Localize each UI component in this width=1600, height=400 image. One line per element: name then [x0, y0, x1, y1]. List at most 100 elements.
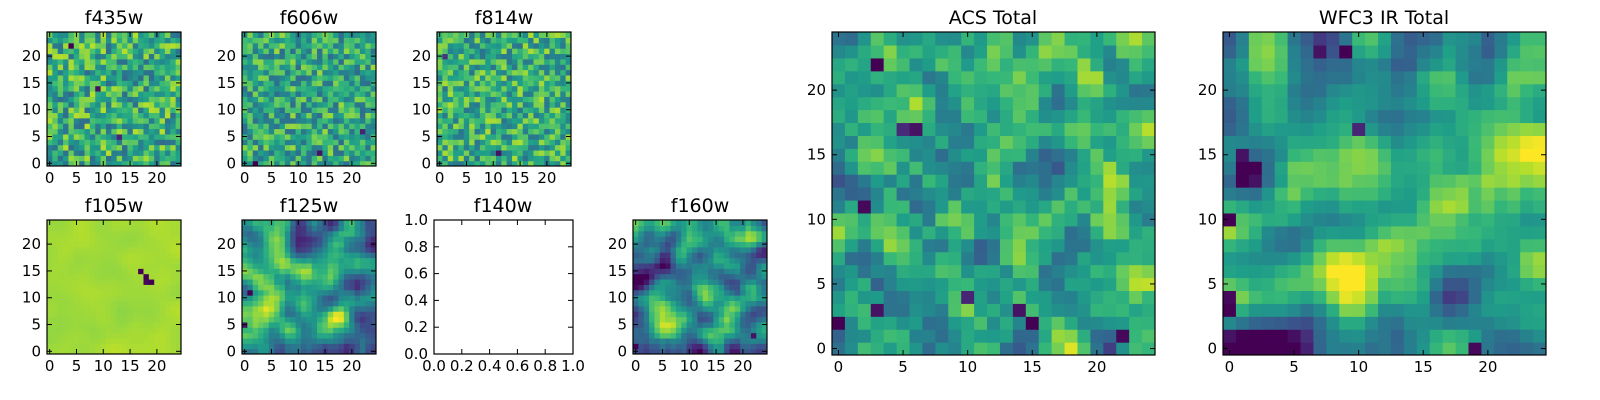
heatmap-cell	[354, 316, 361, 323]
heatmap-cell	[148, 225, 155, 232]
heatmap-cell	[79, 295, 86, 301]
heatmap-cell	[116, 32, 123, 38]
heatmap-cell	[116, 289, 123, 296]
heatmap-cell	[1481, 277, 1495, 291]
heatmap-cell	[686, 311, 693, 318]
heatmap-cell	[274, 85, 281, 92]
heatmap-cell	[95, 268, 102, 275]
heatmap-cell	[148, 257, 155, 264]
heatmap-cell	[89, 284, 96, 291]
heatmap-cell	[750, 273, 757, 280]
heatmap-cell	[148, 53, 155, 60]
heatmap-cell	[247, 128, 254, 135]
heatmap-cell	[638, 337, 645, 344]
heatmap-cell	[284, 337, 291, 344]
heatmap-cell	[1077, 277, 1091, 291]
heatmap-cell	[263, 268, 270, 275]
heatmap-cell	[63, 311, 70, 318]
heatmap-cell	[659, 246, 666, 253]
heatmap-cell	[175, 85, 181, 92]
heatmap-cell	[1116, 122, 1130, 136]
heatmap-cell	[122, 246, 128, 253]
heatmap-cell	[522, 69, 529, 76]
heatmap-cell	[458, 42, 465, 49]
heatmap-cell	[111, 295, 118, 301]
heatmap-cell	[1365, 187, 1379, 201]
heatmap-cell	[247, 85, 254, 92]
heatmap-cell	[105, 96, 112, 103]
heatmap-cell	[474, 80, 481, 87]
heatmap-cell	[485, 149, 492, 156]
heatmap-cell	[333, 128, 340, 135]
heatmap-cell	[306, 343, 313, 350]
heatmap-cell	[122, 332, 128, 339]
heatmap-cell	[643, 300, 650, 307]
x-tick-label: 20	[1087, 358, 1106, 376]
heatmap-cell	[922, 83, 936, 98]
heatmap-cell	[300, 257, 307, 264]
heatmap-cell	[517, 42, 524, 49]
heatmap-cell	[63, 149, 70, 156]
heatmap-cell	[138, 160, 145, 166]
heatmap-cell	[437, 90, 443, 97]
heatmap-cell	[105, 337, 112, 344]
heatmap-cell	[1365, 316, 1379, 330]
heatmap-cell	[132, 42, 139, 49]
heatmap-cell	[1051, 148, 1066, 162]
heatmap-cell	[300, 42, 307, 49]
heatmap-cell	[870, 225, 885, 240]
heatmap-cell	[1012, 290, 1027, 304]
heatmap-cell	[164, 133, 171, 140]
heatmap-cell	[300, 348, 307, 354]
heatmap-cell	[999, 83, 1014, 98]
heatmap-cell	[170, 257, 177, 264]
heatmap-cell	[252, 220, 259, 226]
heatmap-cell	[1274, 303, 1289, 317]
heatmap-cell	[317, 343, 323, 350]
heatmap-cell	[263, 160, 270, 166]
heatmap-cell	[47, 123, 53, 130]
heatmap-cell	[1403, 225, 1418, 240]
heatmap-cell	[279, 220, 286, 226]
heatmap-cell	[164, 128, 171, 135]
heatmap-cell	[702, 305, 709, 312]
heatmap-cell	[295, 37, 302, 44]
heatmap-cell	[517, 37, 524, 44]
heatmap-cell	[311, 117, 318, 124]
heatmap-cell	[517, 101, 524, 108]
heatmap-cell	[832, 303, 846, 317]
heatmap-cell	[359, 160, 366, 166]
heatmap-cell	[702, 284, 709, 291]
heatmap-cell	[284, 305, 291, 312]
heatmap-cell	[560, 58, 567, 65]
heatmap-cell	[1064, 329, 1079, 343]
heatmap-cell	[909, 329, 924, 343]
heatmap-cell	[665, 273, 672, 280]
heatmap-cell	[1038, 199, 1053, 214]
heatmap-cell	[111, 32, 118, 38]
heatmap-cell	[311, 268, 318, 275]
heatmap-cell	[57, 316, 64, 323]
heatmap-cell	[1142, 174, 1155, 188]
heatmap-cell	[73, 236, 80, 243]
heatmap-cell	[948, 70, 962, 85]
heatmap-cell	[138, 117, 145, 124]
heatmap-cell	[665, 343, 672, 350]
heatmap-cell	[343, 236, 350, 243]
heatmap-cell	[279, 257, 286, 264]
heatmap-cell	[713, 225, 720, 232]
heatmap-cell	[1064, 212, 1079, 227]
heatmap-cell	[333, 316, 340, 323]
heatmap-cell	[268, 107, 275, 113]
heatmap-cell	[95, 337, 102, 344]
heatmap-cell	[512, 69, 518, 76]
heatmap-cell	[474, 85, 481, 92]
heatmap-cell	[175, 284, 181, 291]
heatmap-cell	[437, 128, 443, 135]
heatmap-cell	[338, 32, 345, 38]
heatmap-cell	[560, 96, 567, 103]
heatmap-cell	[565, 155, 571, 162]
heatmap-cell	[549, 160, 556, 166]
heatmap-cell	[295, 273, 302, 280]
heatmap-cell	[164, 262, 171, 269]
